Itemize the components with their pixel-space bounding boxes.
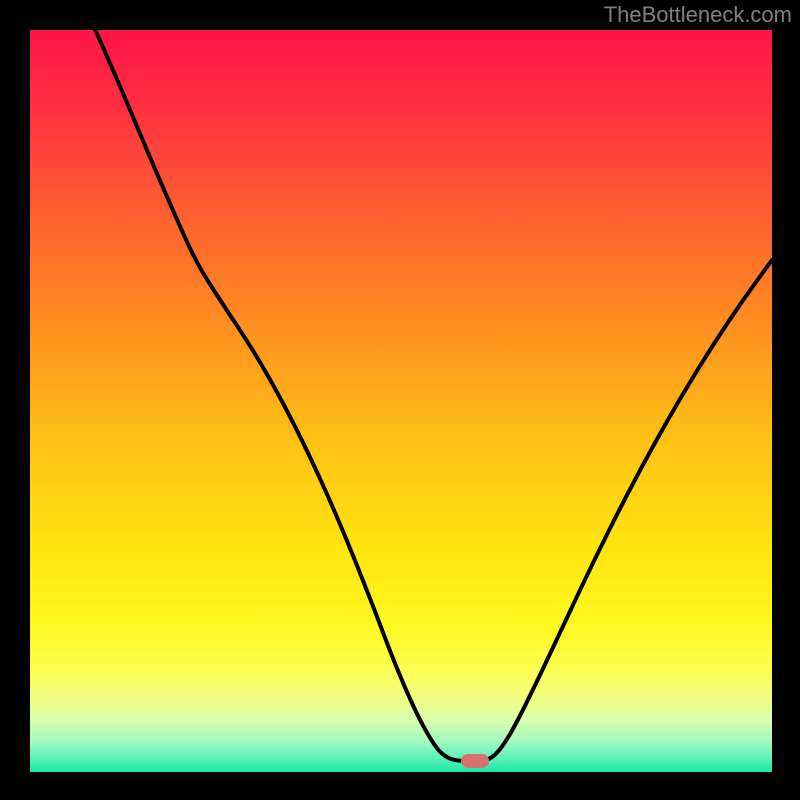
watermark-text: TheBottleneck.com [604,2,792,28]
plot-area [30,30,772,772]
minimum-marker [461,754,489,767]
bottleneck-curve [30,30,772,772]
